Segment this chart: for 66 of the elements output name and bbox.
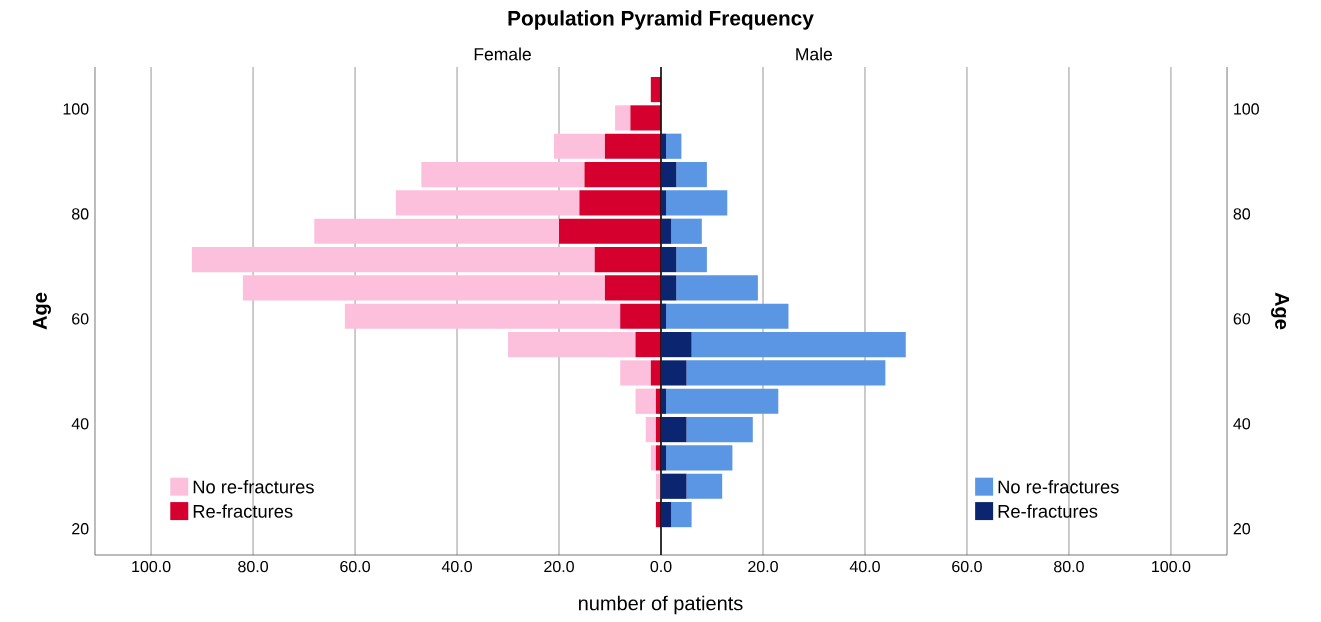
bar [691,331,906,358]
bar [661,275,677,301]
bar [395,190,580,216]
bar [676,161,707,188]
legend-label: No re-fractures [998,479,1119,494]
legend-label: Re-fractures [193,504,293,518]
y-tick-label: 20 [72,523,89,535]
bar [686,417,753,443]
x-tick-label: 60.0 [952,560,982,573]
y-tick-label: 100 [63,103,89,115]
y2-tick-label: 100 [1234,103,1259,115]
y-tick-label: 60 [72,313,89,325]
bar [615,105,631,131]
text: Female [474,47,531,61]
y-tick-label: 80 [72,208,89,220]
bar [553,133,605,159]
bar [686,473,723,499]
bar [666,445,733,471]
y2-tick-label: 80 [1233,208,1251,220]
x-tick-label: 20.0 [544,560,574,573]
bar [645,417,656,443]
y2-axis-title: Age [1271,292,1290,330]
bar [666,133,682,159]
bar [671,218,702,244]
y-axis-title: Age [32,292,51,330]
x-tick-label: 40.0 [441,560,472,573]
bar [508,331,636,358]
bar [191,246,595,273]
legend-label: Re-fractures [998,504,1098,518]
x-tick-label: 40.0 [849,560,880,573]
bar [686,360,886,386]
bar [630,105,661,131]
x-tick-label: 80.0 [238,560,268,573]
bar [421,161,585,188]
legend-label: No re-fractures [193,479,314,494]
bar [676,246,707,273]
x-tick-label: 100.0 [1152,560,1191,573]
bar [676,275,758,301]
y2-tick-label: 20 [1233,523,1251,535]
bar [661,190,667,216]
bar [661,161,677,188]
bar [314,218,560,244]
y2-tick-label: 40 [1233,418,1251,430]
bar [635,388,656,414]
bar [242,275,605,301]
bar [620,360,651,386]
x-tick-label: 60.0 [340,560,370,573]
y-tick-label: 40 [71,418,89,430]
bar [666,388,779,414]
x-tick-label: 0.0 [650,560,672,573]
x-tick-label: 20.0 [748,560,778,573]
text: Male [796,47,832,61]
bar [666,190,728,216]
bar [661,246,677,273]
bar [661,133,667,159]
bar [666,303,789,329]
x-tick-label: 100.0 [132,560,171,573]
bar [661,303,667,329]
bar [671,502,692,528]
bar [344,303,621,329]
bar [661,218,672,244]
x-axis-title: number of patients [579,595,743,615]
x-tick-label: 80.0 [1054,560,1084,573]
bar [650,445,656,471]
y2-tick-label: 60 [1233,313,1251,325]
chart-title: Population Pyramid Frequency [508,10,814,30]
